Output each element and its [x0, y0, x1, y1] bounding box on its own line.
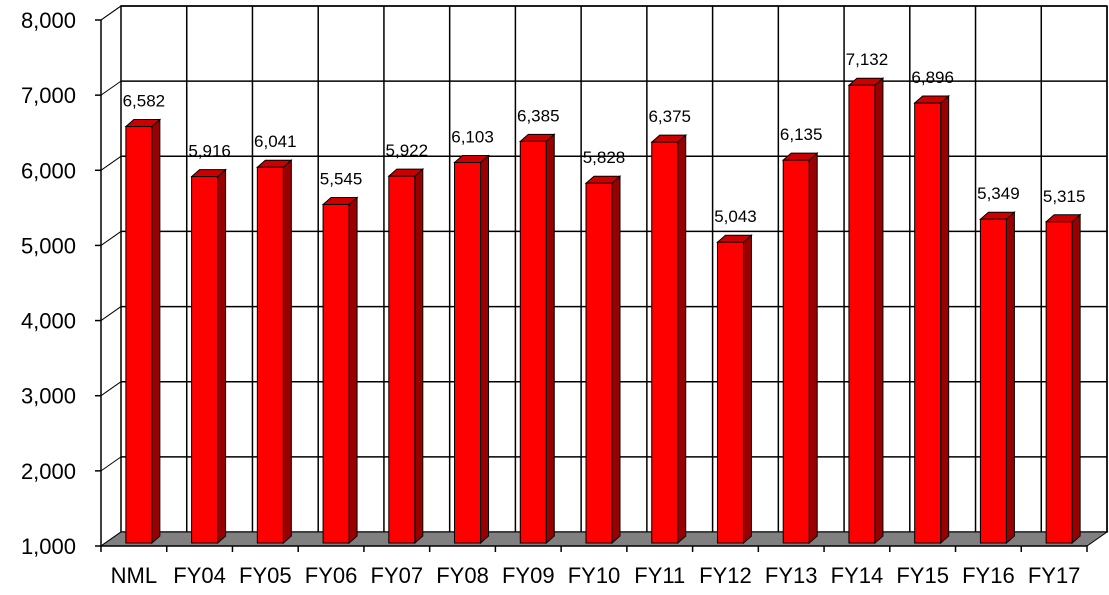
x-tick-label: FY05: [239, 563, 292, 588]
bar-side: [480, 154, 490, 545]
bar-side: [217, 168, 227, 545]
x-tick-label: FY16: [962, 563, 1015, 588]
bar-front: [125, 126, 153, 544]
bar: [584, 175, 622, 545]
x-axis-tick-labels: NML FY04 FY05 FY06 FY07 FY08 FY09 FY10 FY11 FY12 F…: [111, 563, 1081, 588]
y-tick-label: 2,000: [21, 459, 76, 484]
bar-side: [874, 77, 884, 545]
bar: [387, 168, 425, 545]
bar-front: [1045, 221, 1073, 544]
data-label: 5,922: [386, 141, 429, 160]
bar: [256, 159, 293, 545]
side-wall: [100, 5, 122, 547]
data-label: 6,385: [517, 106, 560, 125]
bar-front: [585, 182, 613, 544]
gridline-side: [100, 381, 122, 397]
data-label: 5,828: [583, 148, 626, 167]
bar-side: [414, 168, 424, 545]
y-tick-label: 3,000: [21, 384, 76, 409]
bar: [781, 152, 819, 545]
data-label: 5,043: [714, 207, 757, 226]
x-tick-label: NML: [111, 563, 157, 588]
bar: [1044, 213, 1082, 545]
bar-front: [256, 166, 284, 544]
x-tick-label: FY17: [1028, 563, 1081, 588]
bar-front: [388, 175, 416, 544]
gridline-side: [100, 5, 122, 21]
x-tick-label: FY10: [568, 563, 621, 588]
bar-side: [545, 133, 555, 545]
x-tick-label: FY08: [436, 563, 489, 588]
y-tick-label: 5,000: [21, 233, 76, 258]
bar-front: [979, 218, 1007, 544]
y-tick-label: 8,000: [21, 8, 76, 33]
y-axis-tick-labels: 1,000 2,000 3,000 4,000 5,000 6,000 7,000 8,000: [21, 8, 76, 559]
axes: [95, 19, 1088, 552]
data-label: 6,375: [648, 107, 691, 126]
bar: [716, 234, 753, 545]
x-tick-label: FY14: [831, 563, 884, 588]
bar: [847, 77, 885, 545]
data-label: 6,135: [780, 125, 823, 144]
x-tick-label: FY11: [634, 563, 685, 588]
gridline-side: [100, 155, 122, 171]
bar: [650, 134, 688, 545]
bar-front: [716, 241, 744, 544]
bar: [321, 196, 359, 545]
bar-front: [454, 162, 482, 544]
y-tick-label: 7,000: [21, 83, 76, 108]
x-tick-label: FY12: [699, 563, 752, 588]
bar: [190, 168, 227, 545]
bar: [979, 211, 1016, 545]
bar-side: [282, 159, 292, 545]
bar: [518, 133, 556, 545]
bar-front: [519, 140, 547, 544]
data-label: 6,103: [451, 128, 494, 147]
bar: [913, 94, 950, 545]
bar-side: [808, 152, 818, 545]
bars: [124, 77, 1082, 545]
gridline-side: [100, 456, 122, 472]
bar-side: [348, 196, 358, 545]
x-tick-label: FY13: [765, 563, 818, 588]
data-label: 7,132: [846, 50, 889, 69]
bar-front: [848, 84, 876, 544]
gridline-side: [100, 231, 122, 246]
data-label: 6,582: [123, 92, 166, 111]
x-tick-label: FY09: [502, 563, 555, 588]
x-tick-label: FY06: [305, 563, 358, 588]
data-label: 5,916: [188, 142, 231, 161]
x-tick-label: FY15: [896, 563, 949, 588]
y-tick-label: 1,000: [21, 534, 76, 559]
x-tick-label: FY07: [371, 563, 424, 588]
bar-side: [151, 118, 161, 545]
bar-side: [1071, 213, 1081, 545]
bar-front: [782, 159, 810, 544]
x-tick-label: FY04: [173, 563, 226, 588]
bar-side: [611, 175, 621, 545]
bar-side: [1005, 211, 1015, 545]
data-label: 5,545: [320, 169, 363, 188]
data-labels: 6,582 5,916 6,041 5,545 5,922 6,103 6,385 5,828…: [123, 50, 1086, 226]
data-label: 5,315: [1043, 187, 1086, 206]
bar-front: [191, 176, 219, 544]
bar-front: [322, 203, 350, 544]
data-label: 5,349: [977, 184, 1020, 203]
bar-side: [677, 134, 687, 545]
data-label: 6,896: [911, 68, 954, 87]
bar-front: [651, 141, 679, 544]
bar: [124, 118, 162, 545]
bar-side: [742, 234, 752, 545]
bar-side: [940, 94, 950, 545]
bar-front: [914, 102, 942, 544]
y-tick-label: 6,000: [21, 158, 76, 183]
gridline-side: [100, 306, 122, 321]
y-tick-label: 4,000: [21, 309, 76, 334]
data-label: 6,041: [254, 132, 297, 151]
gridline-side: [100, 80, 122, 96]
bar: [453, 154, 490, 545]
